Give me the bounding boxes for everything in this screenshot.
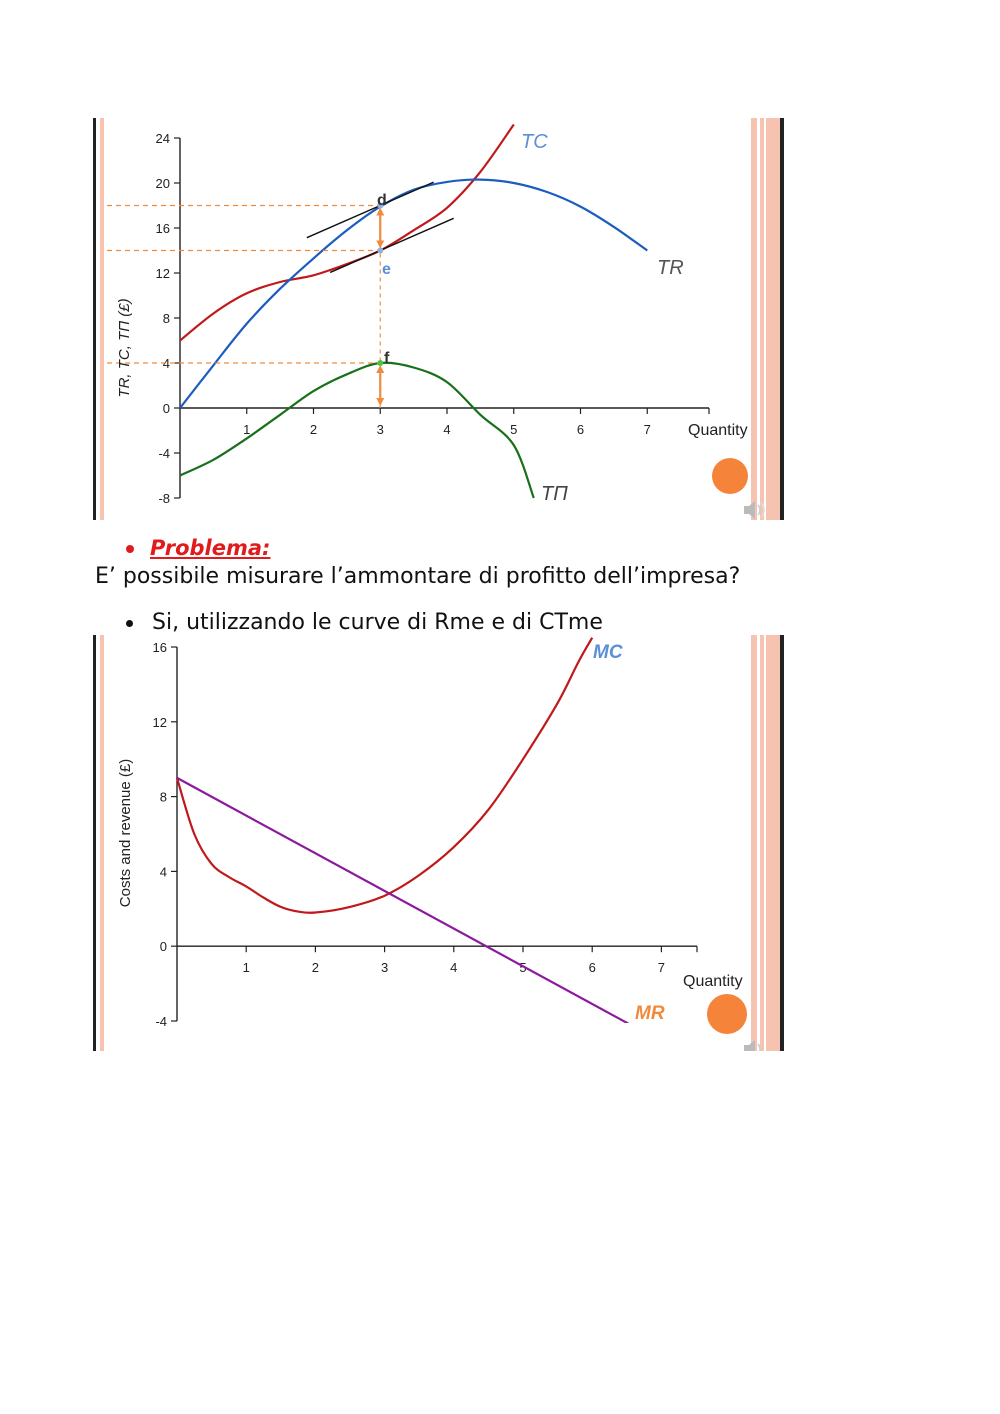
x-tick-label: 2	[310, 422, 317, 437]
bullet-dot	[126, 619, 133, 627]
problem-bullet: Problema:	[126, 536, 270, 560]
tangent-line	[306, 181, 434, 239]
right-edge-pink-1	[751, 635, 757, 1051]
series-line-MC	[175, 637, 594, 914]
answer-text: Si, utilizzando le curve di Rme e di CTm…	[152, 610, 603, 635]
y-tick-label: 24	[156, 131, 170, 146]
profit-arrow-head	[376, 365, 385, 373]
point-label-d: d	[377, 192, 387, 209]
y-tick-label: 12	[156, 266, 170, 281]
point-label-f: f	[384, 350, 390, 367]
x-axis-label: Quantity	[683, 973, 743, 990]
series-group	[175, 637, 630, 1023]
y-tick-label: 8	[163, 311, 170, 326]
y-tick-label: 20	[156, 176, 170, 191]
x-tick-label: 5	[519, 960, 526, 975]
series-line-MR	[176, 776, 630, 1023]
x-axis-label: Quantity	[688, 422, 748, 439]
y-tick-label: 16	[153, 640, 167, 655]
left-edge-dark	[93, 118, 96, 520]
orange-circle-icon	[707, 994, 747, 1034]
slide-total-curves: -8 -4 0 4 8 12 16 20 24 1 2 3 4 5 6 7 TR, TC, TΠ (£) Qu…	[93, 118, 785, 520]
series-label-mc: MC	[593, 642, 623, 663]
point-label-e: e	[382, 261, 391, 278]
y-tick-label: 4	[160, 864, 167, 879]
bullet-dot	[126, 545, 134, 553]
x-tick-label: 2	[312, 960, 319, 975]
y-tick-label: 4	[163, 356, 170, 371]
y-axis-label: Costs and revenue (£)	[117, 759, 134, 907]
point-marker-d	[377, 202, 384, 209]
y-axis-label: TR, TC, TΠ (£)	[116, 298, 133, 397]
series-line-TΠ	[179, 361, 535, 499]
left-edge-pink	[100, 118, 104, 520]
series-line-TR	[179, 178, 648, 409]
x-tick-label: 1	[243, 960, 250, 975]
speaker-icon	[744, 1040, 761, 1051]
x-tick-label: 3	[377, 422, 384, 437]
series-label-tc: TC	[521, 131, 548, 153]
right-edge-pink-3	[766, 635, 780, 1051]
series-label-tp: TΠ	[541, 483, 568, 505]
x-tick-label: 7	[644, 422, 651, 437]
x-tick-label: 1	[243, 422, 250, 437]
profit-arrow-head	[376, 398, 385, 406]
y-tick-label: -4	[158, 446, 170, 461]
x-tick-label: 6	[589, 960, 596, 975]
problem-label: Problema:	[150, 536, 271, 560]
tangent-line	[329, 217, 454, 274]
x-tick-label: 3	[381, 960, 388, 975]
orange-circle-icon	[712, 458, 748, 494]
speaker-icon	[744, 501, 765, 519]
series-label-mr: MR	[635, 1003, 665, 1024]
left-edge-dark	[93, 635, 96, 1051]
point-marker-f	[377, 360, 384, 366]
y-tick-label: 0	[160, 939, 167, 954]
x-tick-label: 5	[510, 422, 517, 437]
y-tick-label: 8	[160, 790, 167, 805]
series-label-tr: TR	[657, 257, 684, 279]
right-edge-dark	[780, 118, 784, 520]
left-edge-pink	[100, 635, 104, 1051]
right-edge-pink-2	[760, 635, 764, 1051]
slide-marginal-curves: -4 0 4 8 12 16 1 2 3 4 5 6 7 Costs and revenue (£) Q…	[93, 635, 785, 1051]
right-edge-dark	[780, 635, 784, 1051]
y-tick-label: -4	[155, 1014, 167, 1029]
x-tick-label: 4	[450, 960, 457, 975]
y-tick-label: 16	[156, 221, 170, 236]
x-tick-label: 6	[577, 422, 584, 437]
y-tick-label: -8	[158, 491, 170, 506]
series-line-TC	[179, 123, 515, 342]
y-tick-label: 12	[153, 715, 167, 730]
question-text: E’ possibile misurare l’ammontare di pro…	[95, 564, 741, 589]
right-edge-pink-2	[760, 118, 764, 520]
series-group	[179, 123, 648, 499]
right-edge-pink-3	[766, 118, 780, 520]
x-tick-label: 4	[443, 422, 450, 437]
point-marker-e	[377, 247, 384, 254]
right-edge-pink-1	[751, 118, 757, 520]
x-tick-label: 7	[658, 960, 665, 975]
profit-arrow-head	[376, 240, 385, 249]
answer-bullet: Si, utilizzando le curve di Rme e di CTm…	[126, 610, 603, 635]
profit-arrow-head	[376, 207, 385, 216]
y-tick-label: 0	[163, 401, 170, 416]
